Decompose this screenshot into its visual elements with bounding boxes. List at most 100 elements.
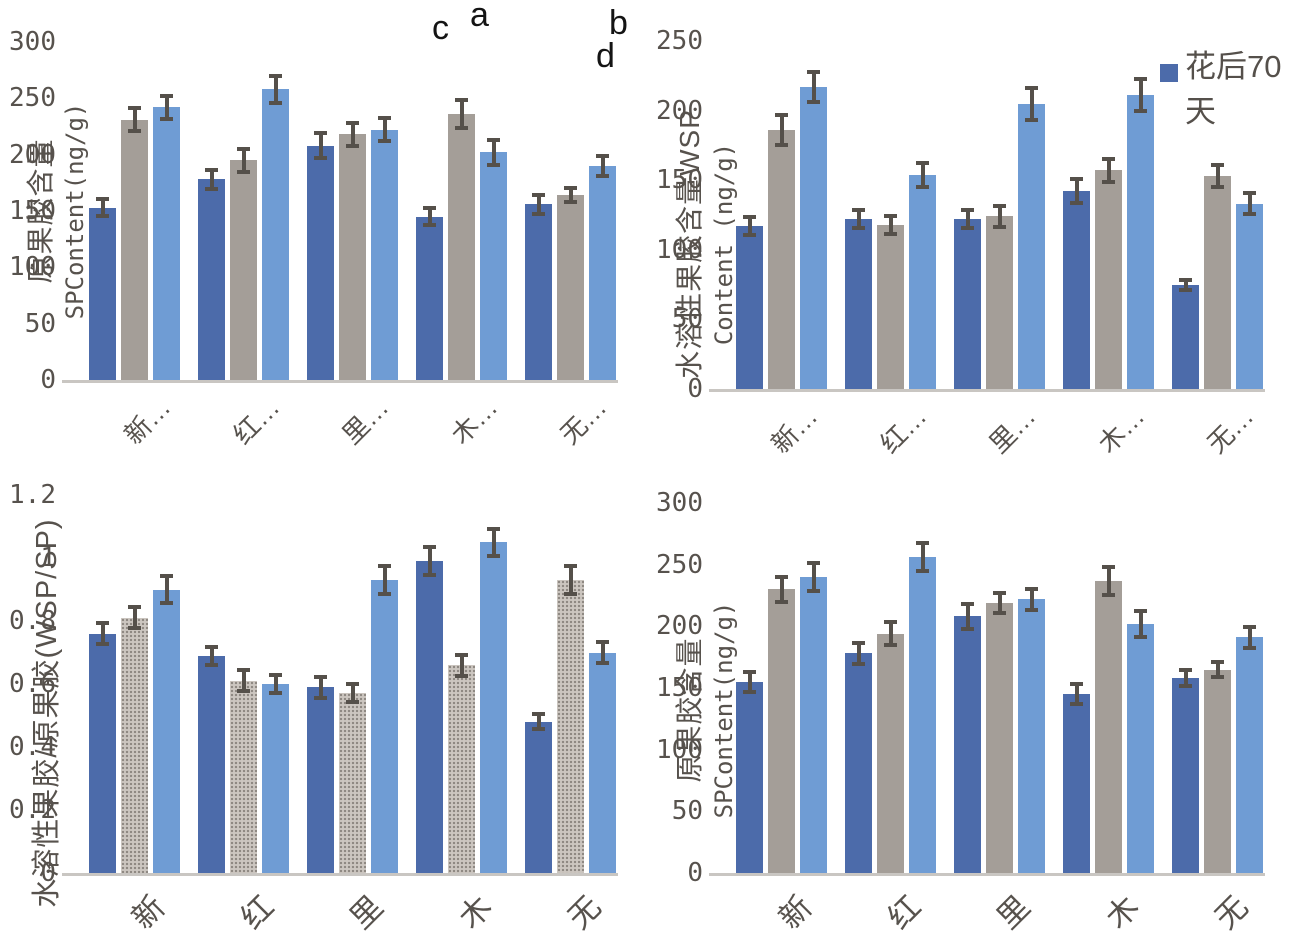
error-bar [423,545,436,577]
bar-d-series1-cat3 [954,616,981,873]
x-tick-label: 里… [335,392,394,450]
x-tick-label: 里 [342,889,390,936]
error-bar-stem [241,668,246,694]
error-bar-stem [491,526,496,558]
error-bar [775,113,788,147]
error-bar-bottom-cap [807,99,820,104]
bar-c-series1-cat4 [416,561,443,873]
error-bar-bottom-cap [487,554,500,558]
error-bar [487,137,500,168]
error-bar [1179,668,1192,688]
error-bar-stem [1183,277,1188,292]
bar-d-series1-cat4 [1063,694,1090,873]
bar-b-series3-cat4 [1127,95,1154,389]
bar-a-series1-cat4 [416,216,443,380]
error-bar [564,186,577,205]
error-bar-stem [1074,681,1079,707]
error-bar-bottom-cap [160,116,173,121]
error-bar-stem [997,203,1002,229]
error-bar-bottom-cap [487,163,500,168]
x-tick-label: 红 [880,889,928,936]
y-tick-label: 50 [671,304,703,335]
bar-b-series1-cat5 [1172,284,1199,389]
error-bar-bottom-cap [961,226,974,231]
bar-b-series2-cat4 [1095,170,1122,389]
y-axis-label-b: 水溶性果胶含量WSP Content (ng/g) [672,84,740,404]
legend: 花后70 天 [1160,44,1281,134]
error-bar-bottom-cap [532,211,545,216]
y-tick-label: 1.2 [9,480,56,510]
error-bar-stem [888,620,893,648]
error-bar [423,206,436,227]
y-tick-label: 300 [9,27,56,57]
y-tick-label: 0.6 [9,669,56,699]
x-tick-label: 新… [117,392,176,450]
error-bar-stem [920,160,925,189]
error-bar-bottom-cap [423,222,436,227]
y-tick-label: 0 [687,858,703,888]
error-bar-bottom-cap [269,691,282,696]
error-bar [993,590,1006,616]
bar-a-series2-cat2 [230,160,257,380]
bar-a-series1-cat2 [198,179,225,380]
x-tick-label: 新 [771,889,819,936]
error-bar-stem [1106,564,1111,597]
bar-a-series3-cat5 [589,165,616,380]
error-bar-bottom-cap [1070,201,1083,206]
y-tick-label: 250 [656,26,703,56]
bar-b-series3-cat3 [1018,103,1045,389]
bar-a-series2-cat3 [339,134,366,380]
error-bar-bottom-cap [1102,180,1115,185]
error-bar-stem [318,674,323,700]
bar-c-series3-cat5 [589,652,616,873]
error-bar-stem [1029,85,1034,122]
panel-c: 水溶性果胶/原果胶(WSP/SP) 0 0.2 0.4 0.6 0.8 1 1.2 新 红 里 木 无 [0,473,648,945]
error-bar [1211,659,1224,680]
error-bar-stem [1138,609,1143,639]
error-bar-stem [427,206,432,227]
bar-a-series1-cat3 [307,145,334,380]
error-bar-stem [1029,586,1034,612]
error-bar-stem [132,106,137,134]
error-bar [346,120,359,148]
error-bar-stem [600,153,605,179]
error-bar [1243,191,1256,217]
error-bar [743,215,756,238]
y-axis-label-a: 原果胶含量 SPContent(ng/g) [23,51,91,371]
error-bar-stem [811,560,816,594]
error-bar-stem [164,573,169,606]
x-axis-line [709,873,1265,876]
error-bar-stem [382,564,387,596]
bar-d-series3-cat5 [1236,637,1263,873]
error-bar [852,208,865,231]
bar-c-series1-cat3 [307,687,334,873]
bar-a-series3-cat2 [262,89,289,380]
y-tick-label: 300 [656,488,703,518]
x-tick-label: 木 [1098,889,1146,936]
error-bar [775,574,788,605]
error-bar-bottom-cap [564,200,577,205]
error-bar-bottom-cap [128,129,141,134]
error-bar-bottom-cap [1179,683,1192,688]
error-bar [884,213,897,236]
x-tick-label: 木… [1091,401,1150,459]
y-tick-label: 250 [656,549,703,580]
error-bar-bottom-cap [1070,702,1083,707]
error-bar [96,197,109,218]
y-tick-label: 250 [9,83,56,114]
error-bar [1211,163,1224,189]
error-bar [1134,609,1147,639]
panel-a: 原果胶含量 SPContent(ng/g) 0 50 100 150 200 250 300… [0,0,648,472]
panel-letter-a: a [470,0,489,34]
error-bar-stem [1247,191,1252,217]
error-bar-bottom-cap [775,600,788,605]
error-bar-bottom-cap [564,591,577,596]
error-bar-stem [920,541,925,574]
error-bar [205,644,218,667]
error-bar [128,605,141,631]
bar-b-series2-cat5 [1204,176,1231,389]
y-tick-label: 0 [687,374,703,404]
bar-d-series3-cat4 [1127,623,1154,873]
error-bar-bottom-cap [1243,645,1256,650]
error-bar [596,153,609,179]
